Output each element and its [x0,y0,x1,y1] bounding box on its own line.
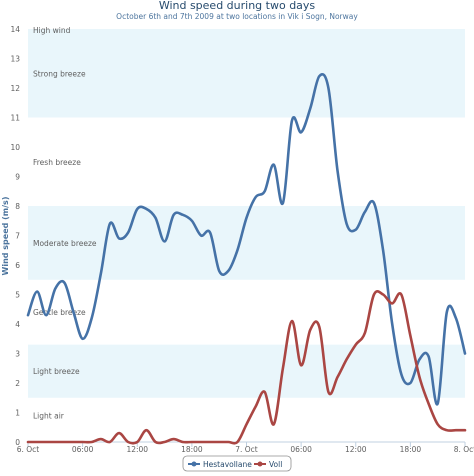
y-tick-label: 10 [10,143,20,152]
band-label: Strong breeze [33,69,86,78]
y-tick-label: 5 [15,291,20,300]
y-tick-label: 12 [10,84,20,93]
y-tick-label: 7 [15,232,20,241]
chart-subtitle: October 6th and 7th 2009 at two location… [116,12,358,21]
x-tick-label: 18:00 [181,445,203,454]
x-tick-label: 06:00 [72,445,94,454]
x-tick-label: 06:00 [290,445,312,454]
x-tick-label: 18:00 [400,445,422,454]
y-tick-label: 11 [10,114,20,123]
band-label: Gentle breeze [33,308,86,317]
series-line [26,290,467,445]
band-label: Moderate breeze [33,239,97,248]
series-layer [26,73,467,445]
band-label: High wind [33,26,71,35]
x-tick-label: 12:00 [126,445,148,454]
plot-band-5 [28,29,465,118]
x-tick-label: 8. Oct [454,445,474,454]
y-tick-label: 3 [15,350,20,359]
plot-band-labels: Light air Light breeze Gentle breeze Modera… [33,26,97,420]
y-tick-label: 0 [15,438,20,447]
y-tick-label: 8 [15,202,20,211]
y-axis-title: Wind speed (m/s) [1,197,10,276]
y-tick-label: 9 [15,173,20,182]
x-axis-ticks: 6. Oct 06:00 12:00 18:00 7. Oct 06:00 12:00 18:… [17,442,474,454]
band-label: Light breeze [33,367,80,376]
legend-label: Hestavollane [203,460,252,469]
x-tick-label: 6. Oct [17,445,40,454]
legend-marker [191,461,197,467]
series-line [26,73,467,406]
y-tick-label: 13 [10,55,20,64]
legend: Hestavollane Voll [182,455,292,472]
band-label: Light air [33,411,65,420]
y-tick-label: 1 [15,409,20,418]
series-0 [26,73,467,406]
chart-title: Wind speed during two days [159,0,316,12]
y-tick-label: 2 [15,379,20,388]
plot-bands [28,29,465,398]
band-label: Fresh breeze [33,158,81,167]
x-tick-label: 7. Oct [235,445,258,454]
legend-box [182,455,292,472]
y-tick-label: 6 [15,261,20,270]
legend-item[interactable]: Hestavollane [188,460,252,469]
plot-band-1 [28,344,465,398]
y-tick-label: 4 [15,320,20,329]
y-tick-label: 14 [10,25,20,34]
legend-marker [257,461,263,467]
legend-label: Voll [269,460,282,469]
series-1 [26,290,467,445]
x-tick-label: 12:00 [345,445,367,454]
legend-item[interactable]: Voll [254,460,282,469]
